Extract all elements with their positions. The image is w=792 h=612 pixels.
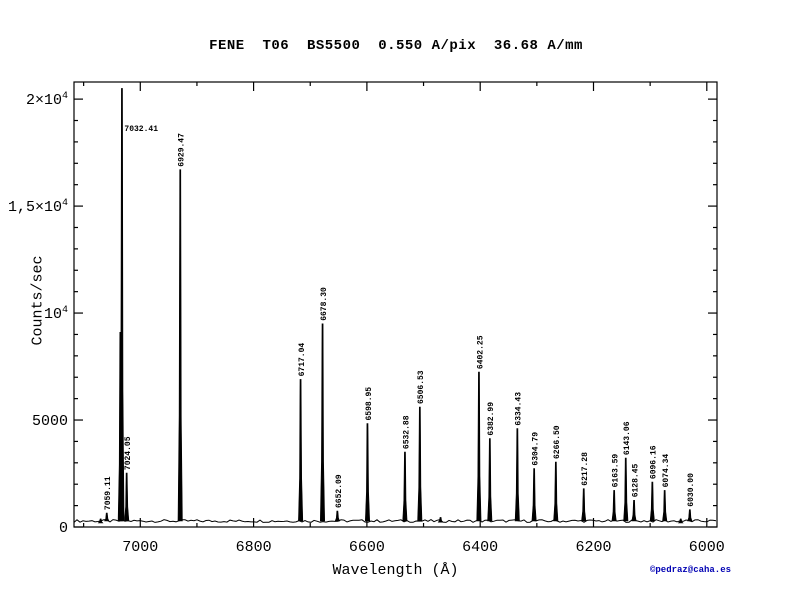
y-tick-label: 5000: [32, 413, 68, 430]
emission-line: [662, 490, 668, 522]
emission-line: [687, 509, 693, 522]
emission-line: [334, 510, 341, 522]
emission-line: [364, 423, 371, 522]
emission-line: [611, 490, 617, 522]
emission-line: [119, 88, 125, 522]
emission-line: [623, 457, 629, 522]
spectrum-continuum: [73, 519, 717, 523]
peak-label: 6717.04: [298, 343, 307, 377]
emission-line: [514, 428, 520, 522]
x-tick-label: 6200: [575, 539, 611, 556]
peak-label: 6143.06: [623, 421, 632, 455]
x-tick-label: 6400: [462, 539, 498, 556]
emission-line: [581, 488, 587, 522]
emission-line: [124, 472, 130, 522]
peak-label: 7059.11: [104, 476, 113, 510]
peak-label: 6382.99: [487, 402, 496, 436]
y-tick-label: 0: [59, 520, 68, 537]
peak-label: 6402.25: [476, 335, 485, 369]
y-tick-label: 104: [44, 305, 68, 323]
peak-label: 6096.16: [650, 445, 659, 479]
emission-line: [476, 371, 482, 522]
peak-label: 6217.28: [581, 452, 590, 486]
y-tick-label: 1,5×104: [8, 198, 68, 216]
emission-line: [553, 461, 559, 522]
peak-label: 6678.30: [320, 287, 329, 321]
peak-label: 6030.00: [687, 473, 696, 507]
emission-line: [677, 518, 684, 524]
emission-line: [649, 481, 655, 522]
peak-label: 6929.47: [178, 133, 187, 167]
peak-label: 6128.45: [631, 463, 640, 497]
emission-line: [319, 323, 326, 522]
emission-line: [437, 517, 444, 523]
peak-label: 6163.59: [612, 454, 621, 488]
peak-label: 6074.34: [662, 454, 671, 488]
emission-line: [631, 499, 637, 522]
author-credit: ©pedraz@caha.es: [650, 565, 732, 575]
emission-line: [104, 512, 110, 522]
peak-label: 6532.88: [402, 415, 411, 449]
x-tick-label: 6800: [236, 539, 272, 556]
peak-label: 7024.05: [124, 436, 133, 470]
y-tick-label: 2×104: [26, 91, 68, 109]
peak-label: 7032.41: [124, 125, 158, 134]
emission-line: [402, 451, 408, 522]
emission-line: [177, 169, 183, 522]
emission-line: [97, 518, 104, 524]
x-tick-label: 6000: [689, 539, 725, 556]
peak-label: 6304.79: [532, 432, 541, 466]
peak-label: 6598.95: [365, 387, 374, 421]
peak-label: 6652.09: [335, 474, 344, 508]
x-tick-label: 6600: [349, 539, 385, 556]
peak-label: 6506.53: [417, 370, 426, 404]
peak-label: 6266.50: [553, 425, 562, 459]
x-tick-label: 7000: [122, 539, 158, 556]
x-axis-title: Wavelength (Å): [332, 562, 459, 579]
peak-label: 6334.43: [515, 392, 524, 426]
plot-title: FENE T06 BS5500 0.550 A/pix 36.68 A/mm: [209, 38, 583, 54]
emission-line: [298, 379, 304, 522]
plot-frame: [73, 81, 718, 528]
emission-line: [531, 468, 537, 522]
emission-line: [487, 438, 493, 522]
emission-line: [417, 406, 423, 522]
